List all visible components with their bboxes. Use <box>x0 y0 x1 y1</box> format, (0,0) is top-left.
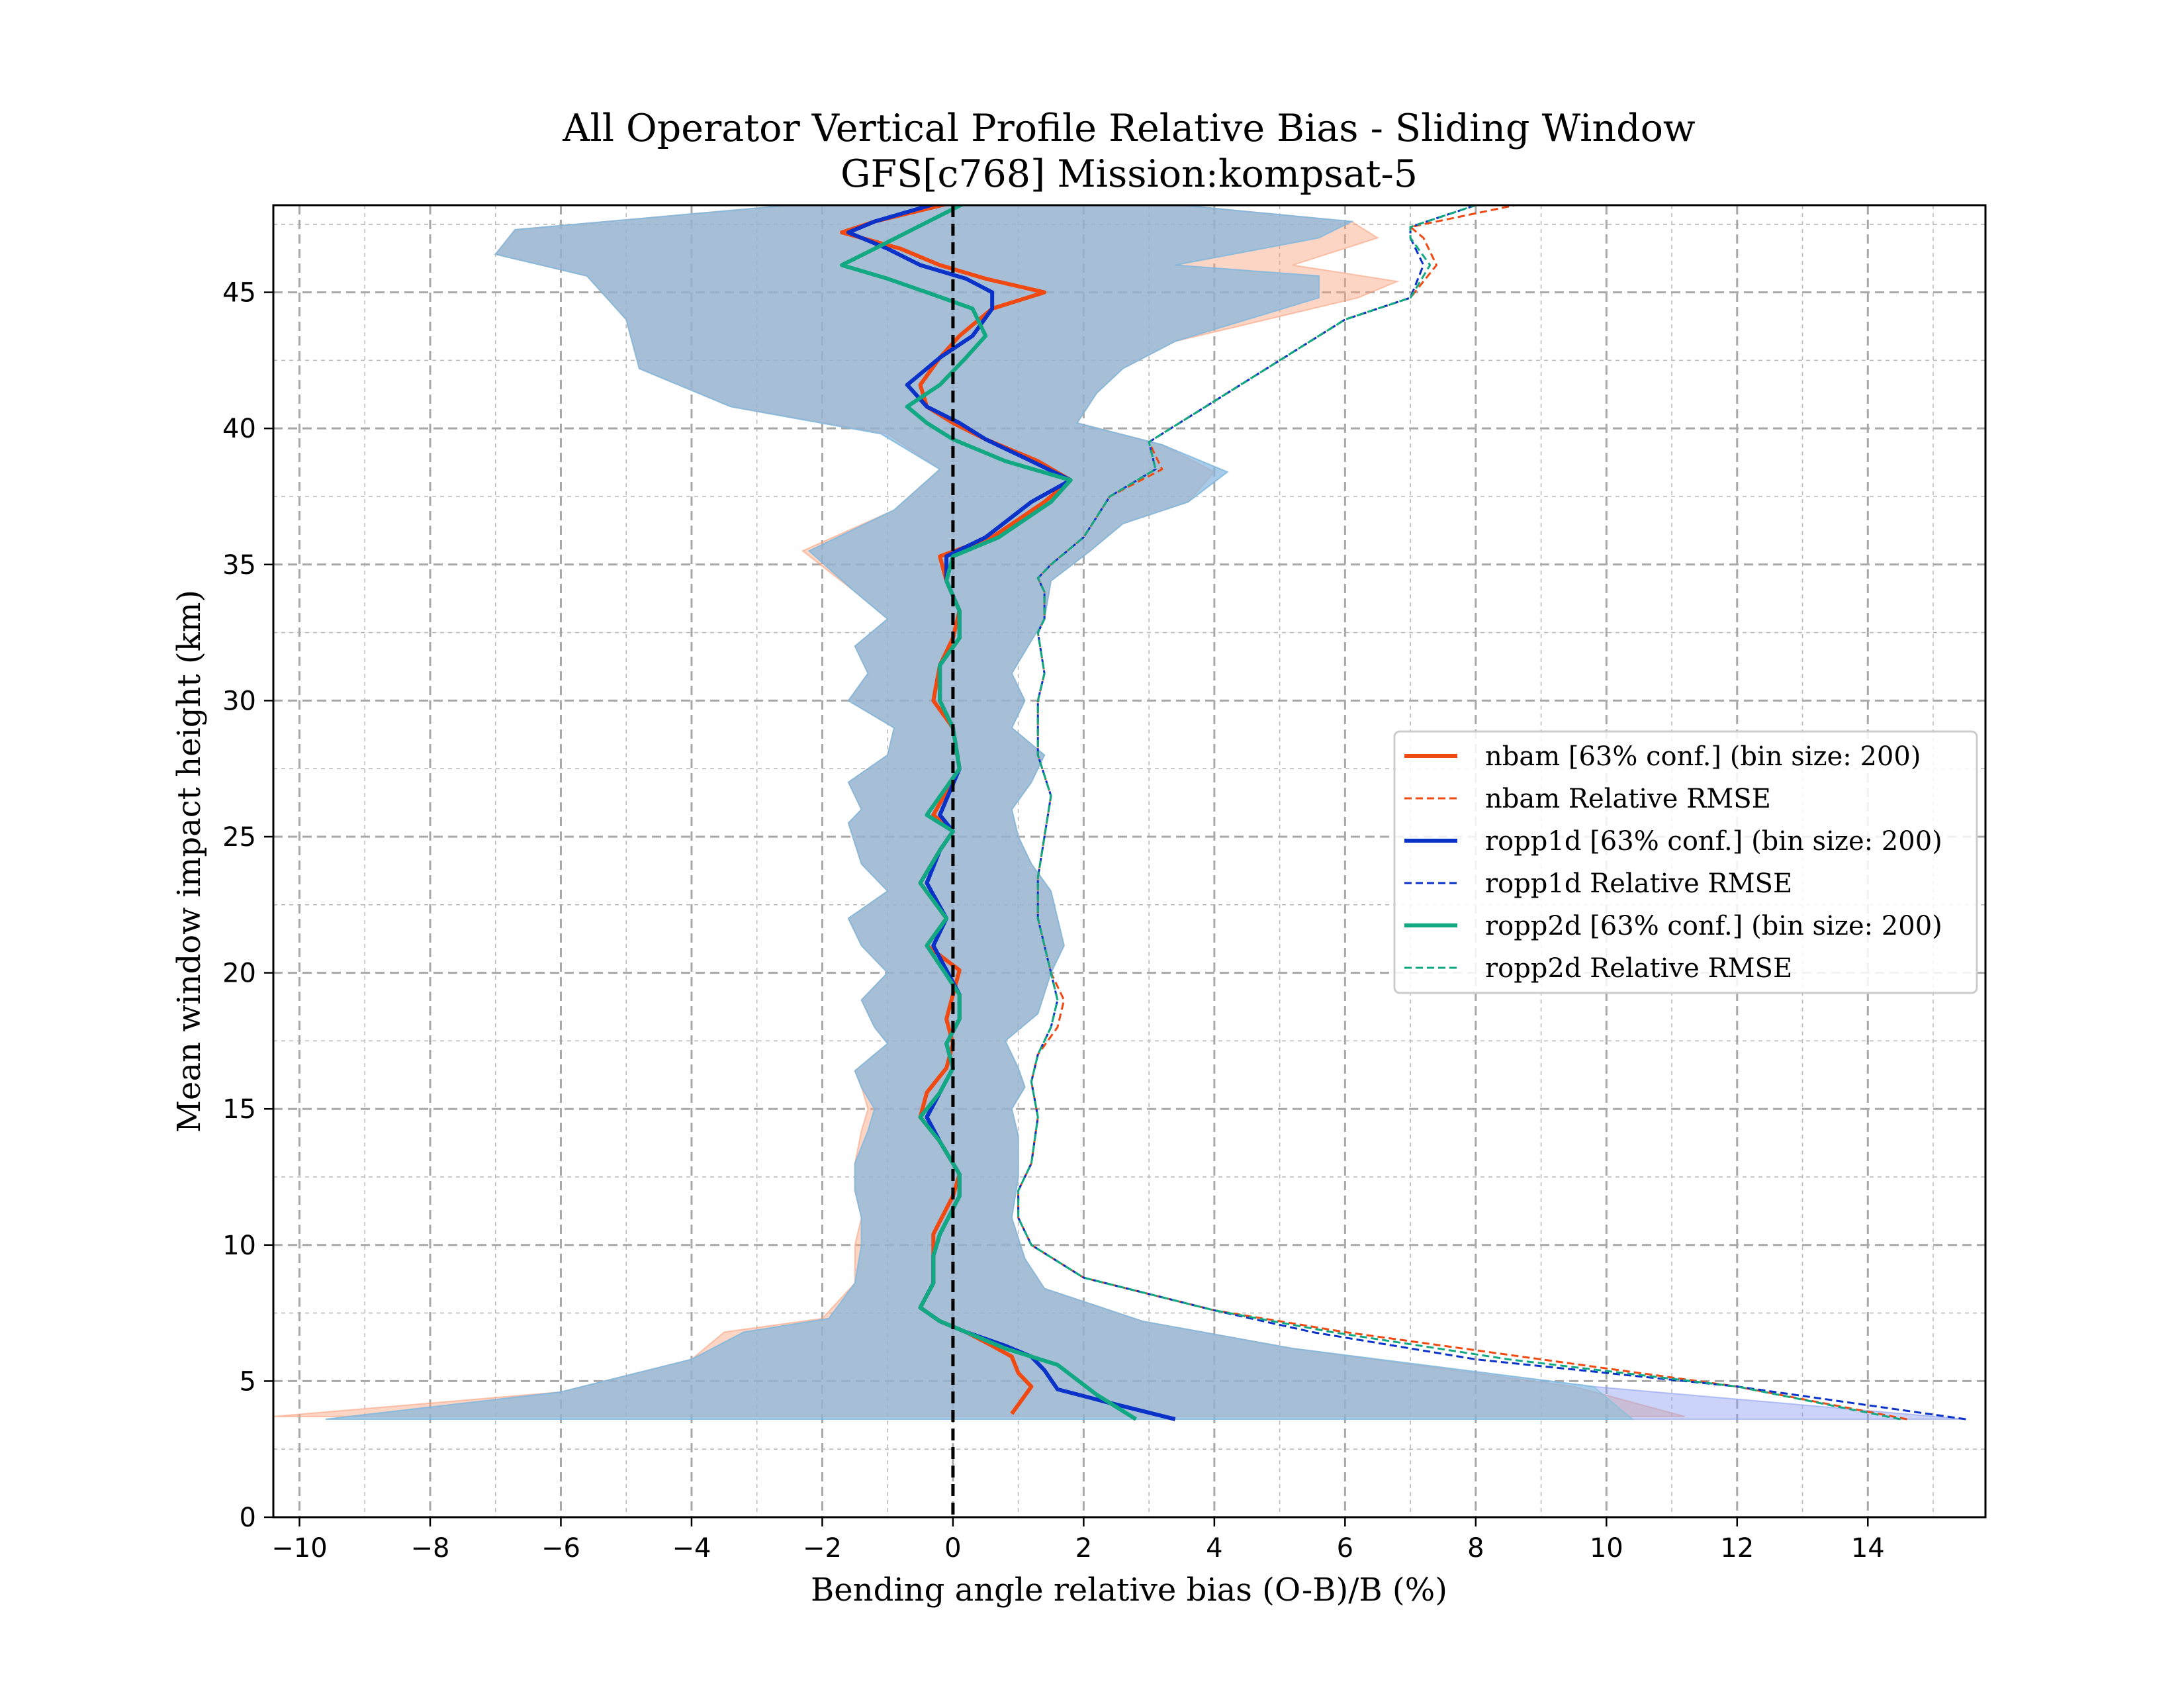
y-tick-label: 25 <box>222 822 256 853</box>
y-tick-label: 35 <box>222 550 256 581</box>
x-tick-label: 2 <box>1075 1533 1092 1564</box>
x-axis-ticks: −10 −8 −6 −4 −2 0 2 4 6 8 10 12 14 <box>271 1517 1885 1564</box>
x-tick-label: −10 <box>271 1533 327 1564</box>
y-tick-label: 15 <box>222 1094 256 1125</box>
y-axis-ticks: 0 5 10 15 20 25 30 35 40 45 <box>222 278 273 1533</box>
rmse-line <box>1017 205 1901 1421</box>
x-tick-label: −2 <box>803 1533 842 1564</box>
legend: nbam [63% conf.] (bin size: 200) nbam Rel… <box>1393 730 1978 994</box>
x-tick-label: −8 <box>410 1533 449 1564</box>
y-tick-label: 10 <box>222 1231 256 1261</box>
legend-label: ropp1d [63% conf.] (bin size: 200) <box>1485 826 1942 857</box>
chart-title: All Operator Vertical Profile Relative B… <box>562 107 1696 150</box>
y-tick-label: 30 <box>222 686 256 716</box>
x-tick-label: 12 <box>1720 1533 1754 1564</box>
confidence-band <box>325 205 1635 1420</box>
chart-subtitle: GFS[c768] Mission:kompsat-5 <box>841 152 1418 196</box>
x-tick-label: 6 <box>1337 1533 1353 1564</box>
legend-label: nbam [63% conf.] (bin size: 200) <box>1485 741 1921 772</box>
legend-label: ropp1d Relative RMSE <box>1485 868 1792 899</box>
x-tick-label: 10 <box>1590 1533 1623 1564</box>
legend-frame <box>1393 730 1978 994</box>
plot-frame <box>272 204 1987 1519</box>
x-tick-label: −6 <box>541 1533 580 1564</box>
x-axis-label: Bending angle relative bias (O-B)/B (%) <box>811 1571 1447 1609</box>
bias-line <box>840 205 1137 1421</box>
legend-label: ropp2d Relative RMSE <box>1485 953 1792 984</box>
x-tick-label: 8 <box>1467 1533 1484 1564</box>
y-tick-label: 45 <box>222 278 256 308</box>
legend-label: ropp2d [63% conf.] (bin size: 200) <box>1485 911 1942 941</box>
y-axis-label: Mean window impact height (km) <box>171 590 208 1133</box>
y-tick-label: 40 <box>222 414 256 444</box>
x-tick-label: 0 <box>944 1533 961 1564</box>
series-lines <box>840 205 1966 1421</box>
x-tick-label: 14 <box>1851 1533 1885 1564</box>
y-tick-label: 20 <box>222 959 256 989</box>
x-tick-label: −4 <box>672 1533 711 1564</box>
x-tick-label: 4 <box>1206 1533 1222 1564</box>
y-tick-label: 0 <box>240 1503 256 1533</box>
legend-label: nbam Relative RMSE <box>1485 784 1771 814</box>
y-tick-label: 5 <box>240 1366 256 1397</box>
confidence-bands <box>273 205 1966 1420</box>
